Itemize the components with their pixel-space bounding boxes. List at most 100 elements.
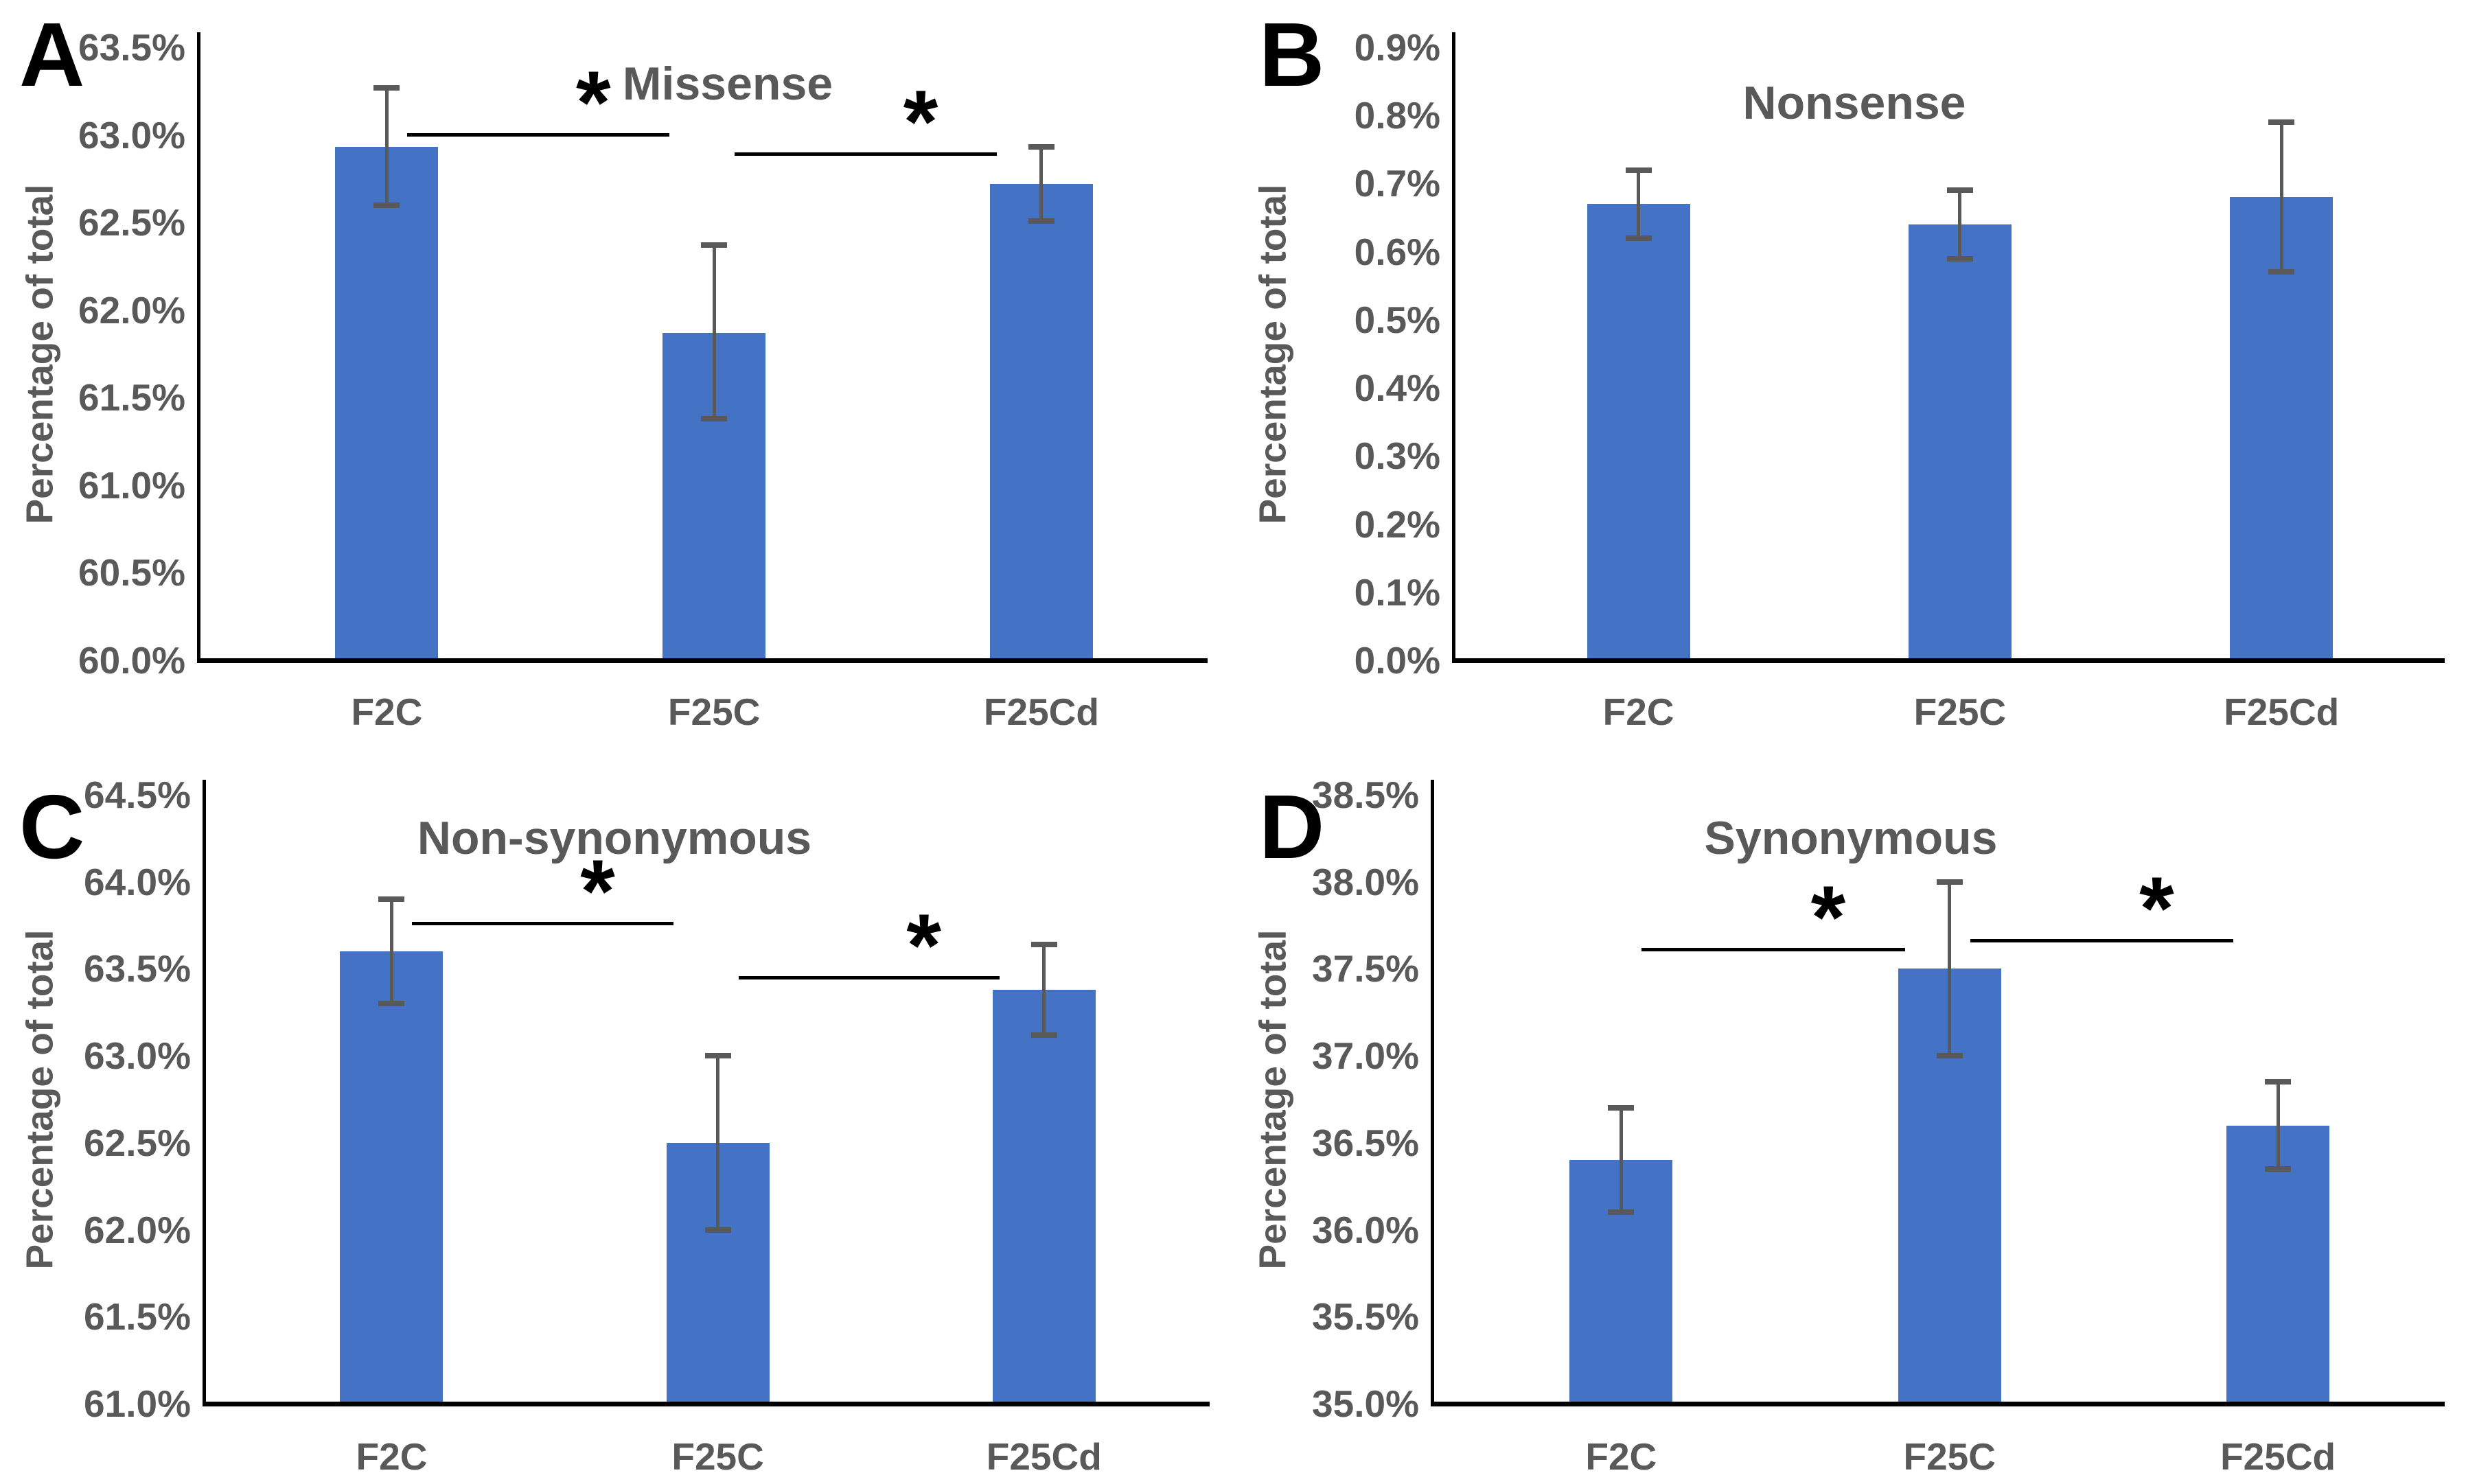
y-tick-label: 0.9% — [1354, 26, 1440, 69]
significance-asterisk: * — [906, 894, 941, 995]
error-bar-cap-top — [1625, 167, 1652, 173]
error-bar-cap-top — [701, 242, 728, 248]
significance-line — [407, 133, 670, 137]
significance-line — [738, 975, 1000, 979]
y-tick-label: 35.5% — [1312, 1295, 1419, 1338]
error-bar-cap-bottom — [378, 1001, 405, 1007]
bar-f2c — [340, 951, 443, 1404]
error-bar-line — [1958, 190, 1962, 259]
y-tick-label: 0.4% — [1354, 367, 1440, 410]
error-bar-cap-top — [378, 896, 405, 903]
panel-synonymous: D Synonymous Percentage of total 35.0% 35.5%… — [1233, 742, 2466, 1484]
y-tick-label: 62.0% — [84, 1208, 191, 1251]
x-tick-label: F25Cd — [986, 1435, 1102, 1478]
panel-non-synonymous: C Non-synonymous Percentage of total 61.0% 6… — [0, 742, 1233, 1484]
y-tick-label: 36.0% — [1312, 1208, 1419, 1251]
error-bar-cap-bottom — [701, 415, 728, 421]
error-bar-cap-top — [1946, 187, 1973, 194]
x-tick-label: F25Cd — [2224, 691, 2340, 733]
error-bar-cap-top — [704, 1053, 731, 1059]
x-axis-line — [1431, 1402, 2445, 1406]
significance-line — [1641, 948, 1905, 952]
chart-title: Missense — [622, 58, 833, 110]
significance-asterisk: * — [903, 71, 938, 172]
x-tick-label: F25Cd — [2220, 1435, 2336, 1478]
y-tick-label: 0.5% — [1354, 298, 1440, 341]
error-bar-cap-bottom — [2265, 1166, 2292, 1172]
error-bar-line — [1039, 147, 1044, 221]
significance-asterisk: * — [1810, 867, 1846, 968]
bar-f25cd — [989, 184, 1093, 660]
error-bar-line — [716, 1056, 720, 1230]
error-bar-cap-bottom — [1028, 218, 1055, 224]
error-bar-line — [384, 87, 389, 205]
y-tick-label: 36.5% — [1312, 1121, 1419, 1164]
significance-asterisk: * — [580, 841, 615, 941]
panel-letter: C — [19, 776, 85, 877]
y-tick-label: 61.0% — [78, 463, 185, 507]
y-tick-label: 35.0% — [1312, 1382, 1419, 1425]
error-bar-line — [389, 899, 393, 1004]
x-tick-label: F2C — [1585, 1435, 1657, 1478]
x-tick-label: F25C — [671, 1435, 764, 1478]
y-tick-label: 0.7% — [1354, 162, 1440, 205]
y-tick-label: 61.0% — [84, 1382, 191, 1425]
y-tick-label: 37.0% — [1312, 1034, 1419, 1078]
x-tick-label: F2C — [1602, 691, 1674, 733]
significance-asterisk: * — [575, 52, 611, 153]
x-tick-label: F25C — [667, 691, 761, 733]
y-tick-label: 63.5% — [84, 947, 191, 990]
error-bar-cap-bottom — [1946, 255, 1973, 262]
bar-f25cd — [2226, 1125, 2330, 1404]
error-bar-cap-top — [2268, 119, 2295, 126]
bar-f25cd — [992, 989, 1096, 1404]
x-tick-label: F2C — [356, 1435, 428, 1478]
error-bar-line — [2276, 1082, 2280, 1169]
significance-asterisk: * — [2139, 858, 2174, 959]
y-tick-label: 60.0% — [78, 639, 185, 682]
error-bar-cap-bottom — [1936, 1053, 1963, 1059]
error-bar-cap-bottom — [1625, 235, 1652, 241]
chart-title: Non-synonymous — [417, 812, 812, 864]
error-bar-line — [1948, 881, 1952, 1056]
y-tick-label: 61.5% — [84, 1295, 191, 1338]
error-bar-cap-bottom — [1030, 1032, 1057, 1038]
error-bar-cap-top — [1936, 879, 1963, 885]
error-bar-cap-top — [1028, 144, 1055, 150]
y-axis-line — [1431, 780, 1434, 1404]
panel-nonsense: B Nonsense Percentage of total 0.0% 0.1% 0.2%… — [1233, 0, 2466, 742]
error-bar-line — [1637, 170, 1641, 238]
error-bar-cap-bottom — [704, 1227, 731, 1233]
error-bar-cap-top — [373, 84, 400, 91]
y-tick-label: 0.0% — [1354, 639, 1440, 682]
y-axis-line — [203, 780, 206, 1404]
panel-letter: B — [1259, 4, 1325, 105]
error-bar-cap-top — [1608, 1105, 1635, 1111]
x-axis-line — [1452, 658, 2445, 663]
bar-f2c — [335, 147, 439, 660]
y-tick-label: 64.5% — [84, 774, 191, 816]
y-tick-label: 60.5% — [78, 551, 185, 594]
error-bar-line — [1619, 1108, 1623, 1213]
y-tick-label: 0.3% — [1354, 434, 1440, 478]
error-bar-line — [1042, 944, 1046, 1035]
error-bar-cap-bottom — [1608, 1209, 1635, 1216]
y-tick-label: 0.2% — [1354, 502, 1440, 546]
error-bar-line — [2279, 122, 2283, 273]
panel-letter: D — [1259, 776, 1325, 877]
y-tick-label: 63.0% — [84, 1034, 191, 1078]
x-axis-line — [203, 1402, 1210, 1406]
y-tick-label: 62.5% — [78, 201, 185, 244]
y-tick-label: 62.5% — [84, 1121, 191, 1164]
significance-line — [1970, 939, 2234, 943]
y-axis-line — [197, 32, 200, 660]
y-axis-line — [1452, 32, 1455, 660]
y-tick-label: 62.0% — [78, 288, 185, 332]
y-tick-label: 0.6% — [1354, 230, 1440, 273]
y-tick-label: 63.5% — [78, 26, 185, 69]
x-tick-label: F25C — [1903, 1435, 1996, 1478]
bar-f25c — [1908, 224, 2012, 660]
chart-title: Nonsense — [1742, 77, 1966, 129]
error-bar-cap-bottom — [373, 202, 400, 208]
